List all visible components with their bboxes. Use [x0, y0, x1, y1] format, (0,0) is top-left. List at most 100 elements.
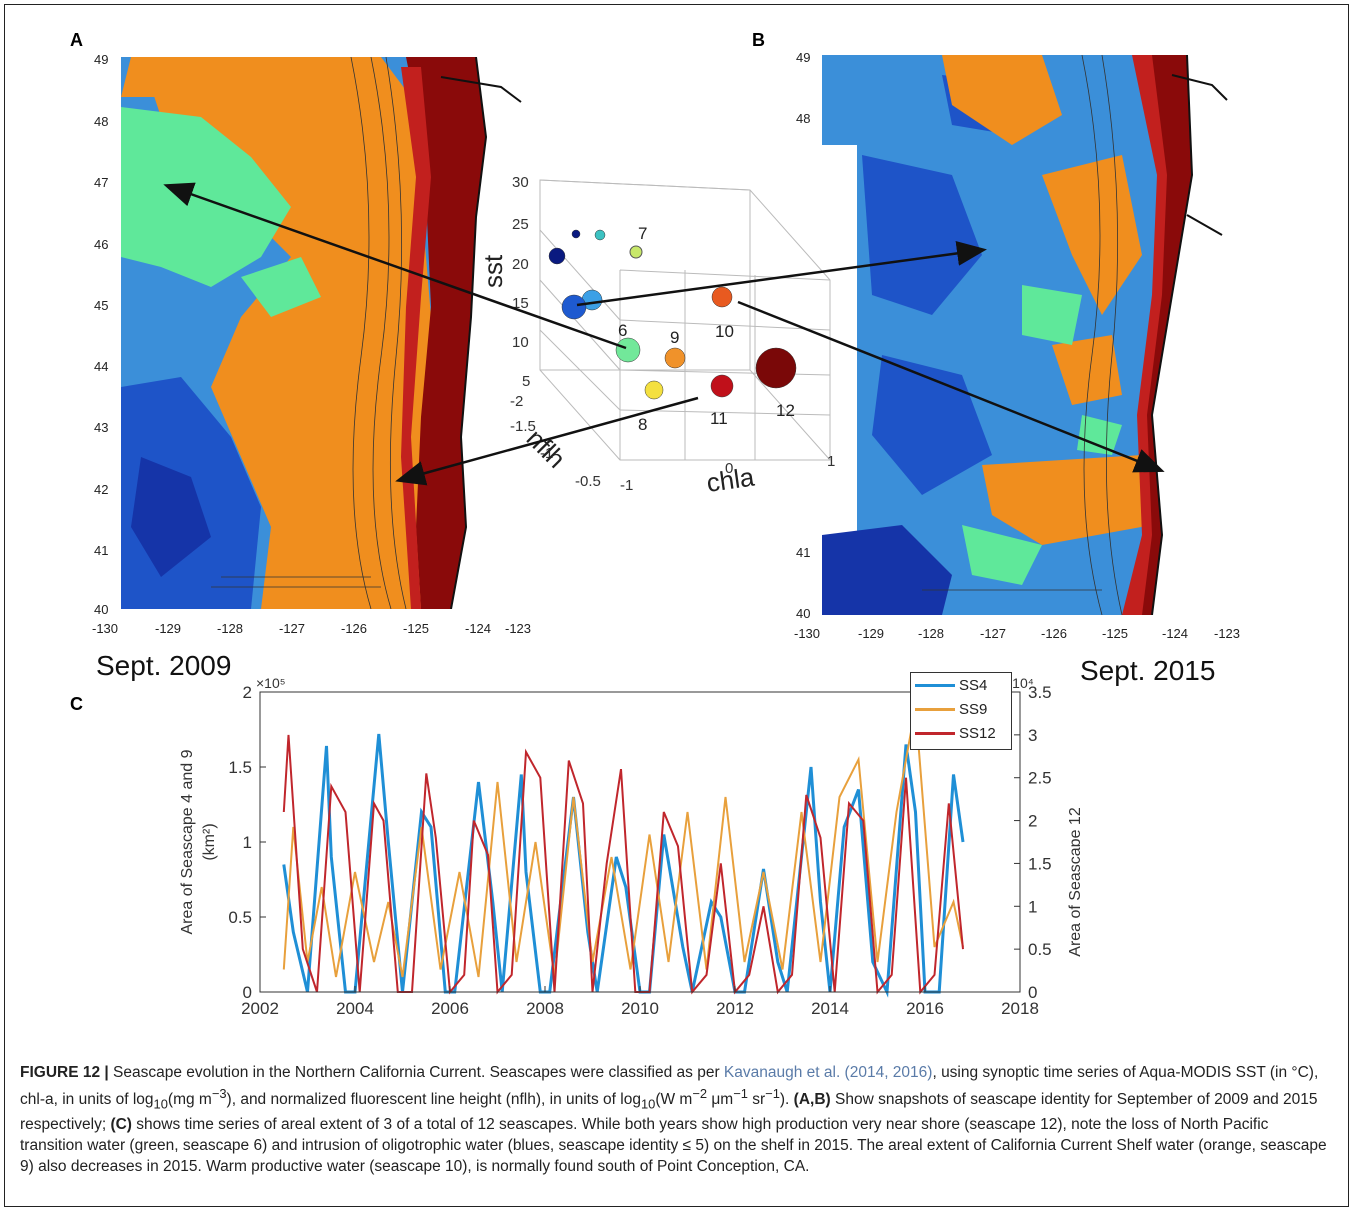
- y-tick: 43: [94, 420, 109, 435]
- series-line-ss4: [282, 733, 965, 998]
- snapshot-label-2015: Sept. 2015: [1080, 655, 1216, 686]
- plot-area: [259, 691, 1021, 993]
- x-tick-label: 2004: [336, 999, 374, 1018]
- y-tick: 46: [94, 237, 109, 252]
- x-tick-label: 2016: [906, 999, 944, 1018]
- y-multiplier: ×10⁵: [256, 675, 286, 691]
- legend-label: SS4: [959, 676, 988, 694]
- snapshot-label-2009: Sept. 2009: [96, 650, 232, 681]
- y-tick-label: 0.5: [228, 908, 252, 927]
- bubble-ss8: [644, 380, 664, 400]
- sst-tick: 30: [512, 174, 529, 191]
- figure-frame: [4, 4, 1349, 1207]
- x-tick: -128: [217, 621, 244, 636]
- sst-tick: 5: [522, 373, 530, 390]
- x-tick: -123: [505, 621, 532, 636]
- caption-sup: −2: [692, 1086, 708, 1101]
- x-tick: -125: [403, 621, 430, 636]
- legend-swatch: [915, 731, 955, 735]
- map-sept-2015: [822, 55, 1234, 615]
- legend-swatch: [915, 683, 955, 687]
- time-series-chart: 2002 2004 2006 2008 2010 2012 2014 2016 201800.5…: [179, 675, 1080, 1018]
- legend-label: SS12: [959, 724, 996, 742]
- caption-text: , using synoptic time series of Aqua-MOD…: [20, 1064, 1319, 1109]
- bubble-ss11: [710, 374, 734, 398]
- chla-tick: -1: [620, 477, 633, 494]
- x-tick: -130: [794, 626, 821, 641]
- caption-text: (W m: [655, 1091, 693, 1109]
- x-tick: -124: [1162, 626, 1189, 641]
- bubble-ss1: [571, 229, 581, 239]
- figure-label: FIGURE 12 |: [20, 1064, 109, 1081]
- chla-axis-label: chla: [705, 462, 757, 498]
- y-tick: 49: [94, 52, 109, 67]
- seascape-label: 6: [618, 321, 627, 340]
- y2-tick-label: 1.5: [1028, 854, 1052, 873]
- seascape-label: 8: [638, 415, 647, 434]
- x-tick: -125: [1102, 626, 1129, 641]
- sst-tick: 10: [512, 334, 529, 351]
- legend-item-ss4: SS4: [911, 673, 1011, 697]
- bubble-ss6: [615, 337, 641, 363]
- x-tick-label: 2006: [431, 999, 469, 1018]
- y2-tick-label: 2: [1028, 812, 1037, 831]
- y-tick: 49: [796, 50, 811, 65]
- seascape-cube: 7 6 9 10 8 11 12 30 25 20 15 10 5 -2 -1.…: [478, 174, 835, 498]
- seascape-label: 10: [715, 322, 734, 341]
- bubble-ss3: [594, 229, 606, 241]
- y2-tick-label: 3: [1028, 726, 1037, 745]
- nflh-tick: -0.5: [575, 473, 601, 490]
- caption-text: sr: [747, 1091, 766, 1109]
- y-tick-label: 1: [243, 833, 252, 852]
- y2-tick-label: 1: [1028, 897, 1037, 916]
- sst-tick: 25: [512, 216, 529, 233]
- chla-tick: 1: [827, 453, 835, 470]
- y-tick: 41: [94, 543, 109, 558]
- caption-text: ), and normalized fluorescent line heigh…: [226, 1091, 641, 1109]
- y-tick-label: 2: [243, 683, 252, 702]
- x-tick: -126: [1041, 626, 1068, 641]
- x-tick: -129: [858, 626, 885, 641]
- x-tick: -127: [980, 626, 1007, 641]
- legend-item-ss12: SS12: [911, 721, 1011, 745]
- legend-swatch: [915, 707, 955, 711]
- chart-legend: SS4 SS9 SS12: [910, 672, 1012, 750]
- bubble-ss4: [561, 294, 587, 320]
- x-tick-label: 2010: [621, 999, 659, 1018]
- caption-text: (mg m: [167, 1091, 212, 1109]
- caption-text: μm: [707, 1091, 734, 1109]
- x-tick: -123: [1214, 626, 1241, 641]
- panel-c-letter: C: [70, 694, 83, 714]
- citation-link[interactable]: Kavanaugh et al. (2014, 2016): [723, 1064, 933, 1081]
- y2-tick-label: 0: [1028, 983, 1037, 1002]
- bubble-ss12: [755, 347, 797, 389]
- figure-caption: FIGURE 12 | Seascape evolution in the No…: [20, 1062, 1335, 1177]
- y-tick: 44: [94, 359, 109, 374]
- y2-tick-label: 3.5: [1028, 683, 1052, 702]
- x-tick-label: 2014: [811, 999, 849, 1018]
- bubble-ss9: [664, 347, 686, 369]
- y-tick-label: 0: [243, 983, 252, 1002]
- y-axis-label: (km²): [201, 823, 218, 860]
- y-tick: 41: [796, 545, 811, 560]
- y-tick-label: 1.5: [228, 758, 252, 777]
- legend-label: SS9: [959, 700, 988, 718]
- sst-axis-label: sst: [478, 254, 508, 288]
- caption-sup: −1: [765, 1086, 780, 1101]
- series-line-ss9: [282, 706, 964, 978]
- bubble-ss7: [629, 245, 643, 259]
- series-line-ss12: [282, 734, 964, 995]
- legend-item-ss9: SS9: [911, 697, 1011, 721]
- seascape-label: 9: [670, 328, 679, 347]
- caption-bold: (C): [110, 1116, 132, 1134]
- seascape-label: 11: [710, 409, 728, 428]
- x-tick-label: 2018: [1001, 999, 1039, 1018]
- x-tick-label: 2002: [241, 999, 279, 1018]
- seascape-label: 12: [776, 401, 795, 420]
- caption-bold: (A,B): [793, 1091, 831, 1109]
- sst-tick: 15: [512, 295, 529, 312]
- chla-tick: 0: [725, 460, 733, 477]
- caption-text: shows time series of areal extent of 3 o…: [20, 1116, 1327, 1176]
- sst-tick: 20: [512, 256, 529, 273]
- x-tick: -124: [465, 621, 492, 636]
